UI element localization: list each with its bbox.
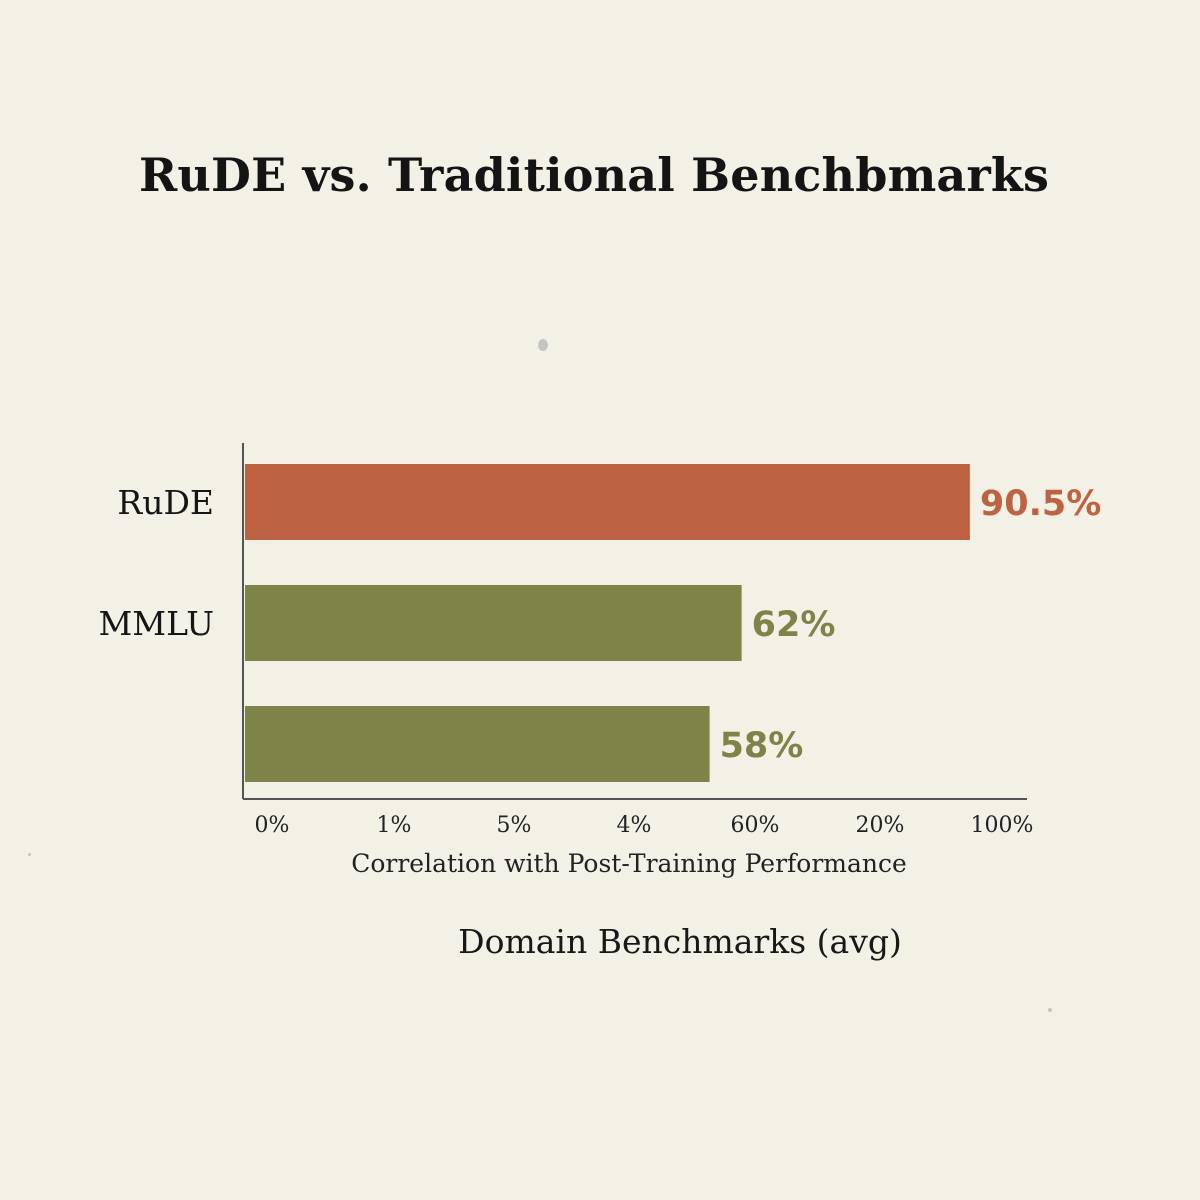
x-tick-label: 5% [497, 813, 532, 838]
bar-rude [245, 464, 970, 540]
x-tick-label: 4% [617, 813, 652, 838]
category-label: MMLU [99, 604, 215, 643]
x-tick-label: 0% [255, 813, 290, 838]
bar-unlabeled [245, 706, 710, 782]
bar-value-label: 58% [720, 726, 804, 766]
x-axis-label: Correlation with Post-Training Performan… [351, 849, 907, 878]
bar-value-label: 90.5% [980, 484, 1101, 524]
paper-speck [1048, 1008, 1052, 1012]
x-tick-label: 60% [731, 813, 780, 838]
bar-value-label: 62% [752, 605, 836, 645]
category-label: RuDE [117, 483, 214, 522]
x-tick-label: 1% [377, 813, 412, 838]
x-tick-label: 20% [856, 813, 905, 838]
x-tick-label: 100% [971, 813, 1034, 838]
chart-caption: Domain Benchmarks (avg) [458, 922, 902, 961]
paper-speck [28, 853, 31, 856]
bar-mmlu [245, 585, 742, 661]
chart-title: RuDE vs. Traditional Benchbmarks [138, 148, 1050, 202]
paper-speck [538, 339, 548, 351]
